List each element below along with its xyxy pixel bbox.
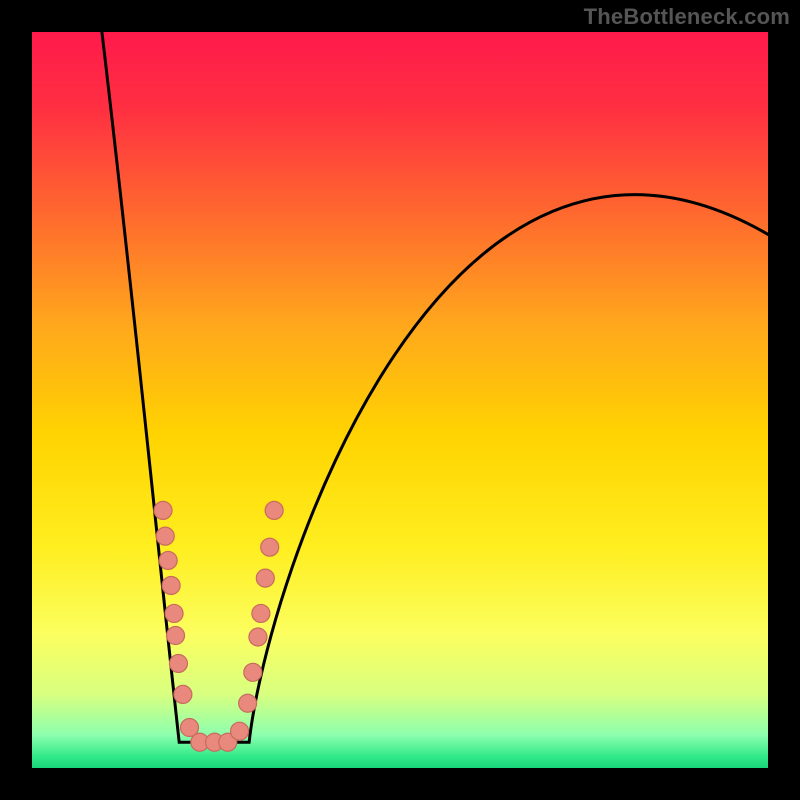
data-marker [265,501,283,519]
data-marker [174,685,192,703]
data-marker [239,694,257,712]
data-marker [156,527,174,545]
watermark-text: TheBottleneck.com [584,4,790,30]
data-marker [261,538,279,556]
data-marker [256,569,274,587]
data-marker [169,654,187,672]
data-marker [154,501,172,519]
data-marker [244,663,262,681]
data-marker [167,627,185,645]
data-marker [165,604,183,622]
data-marker [252,604,270,622]
data-marker [249,628,267,646]
bottleneck-chart [0,0,800,800]
data-marker [231,722,249,740]
data-marker [162,576,180,594]
frame: TheBottleneck.com [0,0,800,800]
data-marker [159,551,177,569]
